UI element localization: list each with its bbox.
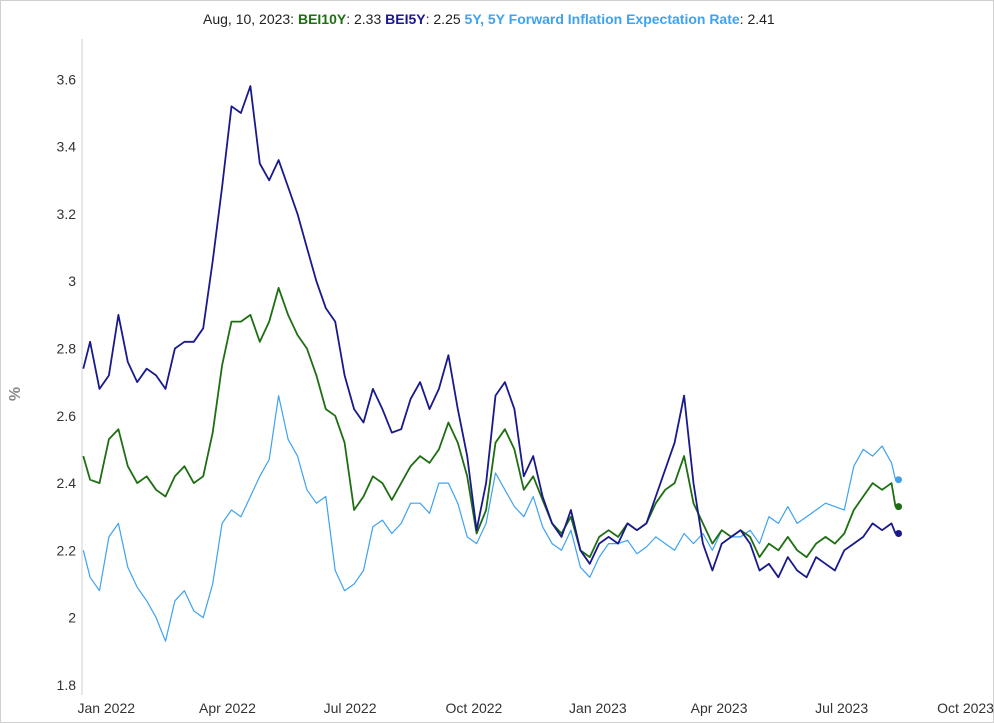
y-tick-label: 2.8: [57, 340, 77, 356]
series-end-marker-1: [895, 503, 903, 511]
y-axis-label: %: [7, 387, 24, 401]
series-group: [82, 85, 903, 642]
x-tick-label: Jan 2022: [77, 700, 135, 716]
y-tick-label: 3.6: [57, 71, 77, 87]
x-tick-label: Apr 2023: [691, 700, 748, 716]
y-ticks: 1.8 2 2.2 2.4 2.6 2.8 3 3.2 3.4 3.6: [57, 71, 77, 693]
y-tick-label: 2: [68, 610, 76, 626]
x-tick-label: Oct 2023: [937, 700, 994, 716]
x-ticks: Jan 2022 Apr 2022 Jul 2022 Oct 2022 Jan 2023…: [77, 700, 994, 716]
x-tick-label: Jul 2022: [324, 700, 377, 716]
y-tick-label: 3.4: [57, 139, 77, 155]
readout-5y5y-name: 5Y, 5Y Forward Inflation Expectation Rat…: [464, 11, 740, 27]
series-end-marker-2: [895, 530, 903, 538]
y-tick-label: 2.4: [57, 475, 77, 491]
series-line-1[interactable]: [82, 286, 897, 558]
y-tick-label: 2.6: [57, 408, 77, 424]
readout-bei5y-name: BEI5Y: [385, 11, 426, 27]
series-end-marker-0: [895, 476, 903, 484]
y-tick-label: 1.8: [57, 677, 77, 693]
readout-bei10y-name: BEI10Y: [297, 11, 347, 27]
x-tick-label: Jan 2023: [569, 700, 627, 716]
x-tick-label: Jul 2023: [815, 700, 868, 716]
y-tick-label: 3: [68, 273, 76, 289]
series-line-0[interactable]: [82, 395, 897, 642]
y-tick-label: 3.2: [57, 206, 77, 222]
readout-date: Aug, 10, 2023:: [203, 11, 295, 27]
x-tick-label: Apr 2022: [199, 700, 256, 716]
y-tick-label: 2.2: [57, 542, 77, 558]
readout-bei5y-value: 2.25: [433, 11, 461, 27]
hover-readout: Aug, 10, 2023: BEI10Y: 2.33 BEI5Y: 2.25 …: [203, 11, 775, 27]
x-tick-label: Oct 2022: [446, 700, 503, 716]
readout-5y5y-value: 2.41: [747, 11, 775, 27]
series-line-2[interactable]: [82, 85, 897, 579]
readout-bei10y-value: 2.33: [354, 11, 382, 27]
